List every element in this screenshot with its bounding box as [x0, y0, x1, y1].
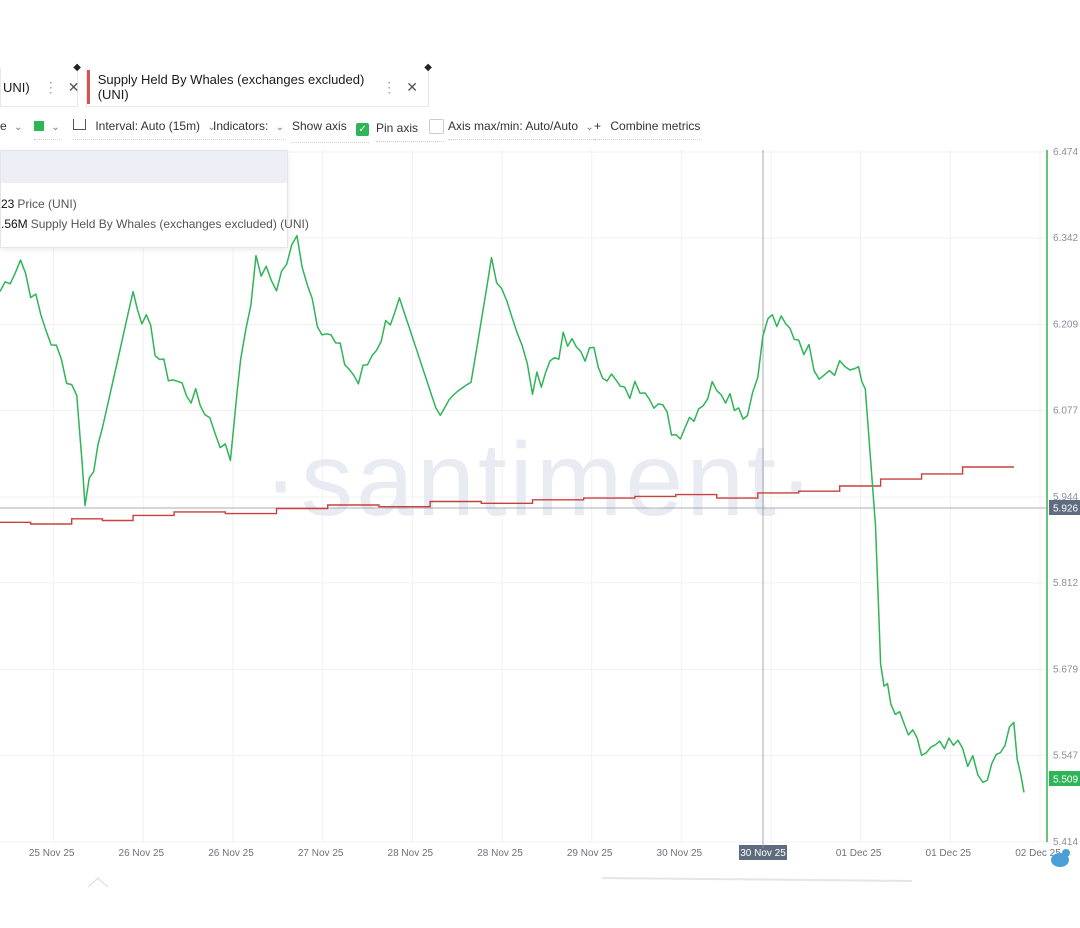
tooltip-value: .56M: [1, 217, 28, 231]
close-icon[interactable]: ✕: [67, 78, 80, 95]
x-tick-label: 30 Nov 25: [740, 848, 786, 859]
combine-metrics-label: Combine metrics: [610, 119, 701, 133]
y-tick-label: 6.209: [1053, 320, 1078, 331]
series-line-whale-supply: [0, 466, 1014, 525]
tab-price[interactable]: UNI) ⋮ ✕ ◆: [0, 62, 81, 107]
santiment-watermark: ·santiment·: [263, 422, 816, 538]
y-tick-label: 5.812: [1053, 578, 1078, 589]
last-price-badge: 5.509: [1049, 771, 1080, 786]
x-tick-label: 28 Nov 25: [477, 848, 523, 859]
svg-text:5.926: 5.926: [1053, 504, 1078, 515]
crosshair-value-badge: 5.926: [1049, 500, 1080, 515]
x-tick-label: 26 Nov 25: [208, 848, 254, 859]
tooltip-label: Supply Held By Whales (exchanges exclude…: [30, 217, 309, 231]
interval-label: Interval: Auto (15m): [95, 119, 201, 133]
y-tick-label: 5.414: [1053, 837, 1078, 848]
tooltip-label: Price (UNI): [17, 197, 77, 211]
svg-text:5.509: 5.509: [1053, 775, 1078, 786]
checkbox-unchecked-icon[interactable]: [429, 119, 445, 134]
tab-whale-supply-label: Supply Held By Whales (exchanges exclude…: [97, 72, 365, 102]
bird-icon[interactable]: [1051, 849, 1070, 867]
chevron-down-icon: ⌄: [275, 122, 285, 133]
show-axis-label: Show axis: [292, 119, 347, 133]
more-options-icon[interactable]: ⋮: [43, 78, 58, 95]
color-picker[interactable]: ⌄: [34, 119, 60, 140]
x-tick-label: 02 Dec 25: [1015, 848, 1061, 859]
plus-icon: +: [594, 119, 602, 133]
chart-style-label: e: [0, 119, 7, 133]
close-icon[interactable]: ✕: [406, 78, 418, 95]
chevron-down-icon: ⌄: [14, 122, 23, 133]
tooltip-date-header: [1, 151, 287, 183]
chart-toolbar: e ⌄ ⌄ Interval: Auto (15m) ⌄ Indicators:…: [0, 116, 1080, 143]
x-tick-label: 29 Nov 25: [567, 848, 613, 859]
tab-whale-supply[interactable]: Supply Held By Whales (exchanges exclude…: [86, 62, 432, 107]
chevron-down-icon: ⌄: [207, 122, 216, 133]
chart-grid: [0, 150, 1047, 843]
axis-maxmin-label: Axis max/min: Auto/Auto: [448, 119, 579, 133]
tooltip-row-whale-supply: .56M Supply Held By Whales (exchanges exc…: [1, 217, 309, 231]
x-tick-label: 30 Nov 25: [657, 848, 703, 859]
ethereum-icon: ◆: [424, 62, 432, 73]
scroll-handle-icon[interactable]: [87, 877, 109, 888]
x-tick-label: 27 Nov 25: [298, 848, 344, 859]
chevron-down-icon: ⌄: [51, 122, 60, 133]
indicators-label: Indicators:: [213, 119, 269, 133]
chart-style-dropdown[interactable]: e ⌄: [0, 119, 22, 133]
axis-maxmin-dropdown[interactable]: Axis max/min: Auto/Auto ⌄: [448, 119, 594, 140]
color-swatch-icon: [34, 121, 44, 131]
x-tick-label: 01 Dec 25: [926, 848, 972, 859]
series-color-bar: [87, 70, 90, 104]
ethereum-icon: ◆: [73, 62, 81, 73]
checkbox-checked-icon[interactable]: ✓: [356, 123, 370, 136]
x-tick-label: 28 Nov 25: [388, 848, 434, 859]
y-tick-label: 5.547: [1053, 750, 1078, 761]
indicators-dropdown[interactable]: Indicators: ⌄: [213, 119, 285, 140]
y-tick-label: 6.342: [1053, 233, 1078, 244]
tab-price-label: UNI): [3, 79, 30, 95]
more-options-icon[interactable]: ⋮: [382, 78, 397, 95]
y-tick-label: 6.474: [1053, 147, 1078, 158]
chevron-down-icon: ⌄: [585, 122, 594, 133]
x-tick-label: 01 Dec 25: [836, 848, 882, 859]
interval-dropdown[interactable]: Interval: Auto (15m) ⌄: [73, 119, 216, 140]
pin-axis-toggle[interactable]: Pin axis: [376, 119, 445, 142]
tooltip-value: 23: [1, 197, 15, 211]
y-tick-label: 5.944: [1053, 492, 1078, 503]
x-tick-label: 26 Nov 25: [119, 848, 165, 859]
x-tick-label: 25 Nov 25: [29, 848, 75, 859]
series-line-price: [0, 234, 1025, 793]
x-tick-highlight: [739, 845, 787, 860]
ruler-icon: [73, 119, 86, 130]
scroll-track[interactable]: [601, 877, 913, 882]
pin-axis-label: Pin axis: [376, 121, 419, 135]
tooltip-row-price: 23 Price (UNI): [1, 197, 77, 211]
show-axis-toggle[interactable]: Show axis ✓: [292, 119, 370, 143]
y-axis: 6.474 6.342 6.209 6.077 5.944 5.812 5.679 5.547…: [1053, 147, 1078, 848]
combine-metrics-button[interactable]: + Combine metrics: [594, 119, 701, 140]
y-tick-label: 5.679: [1053, 665, 1078, 676]
y-tick-label: 6.077: [1053, 405, 1078, 416]
chart-tooltip: 23 Price (UNI) .56M Supply Held By Whales …: [0, 150, 309, 248]
